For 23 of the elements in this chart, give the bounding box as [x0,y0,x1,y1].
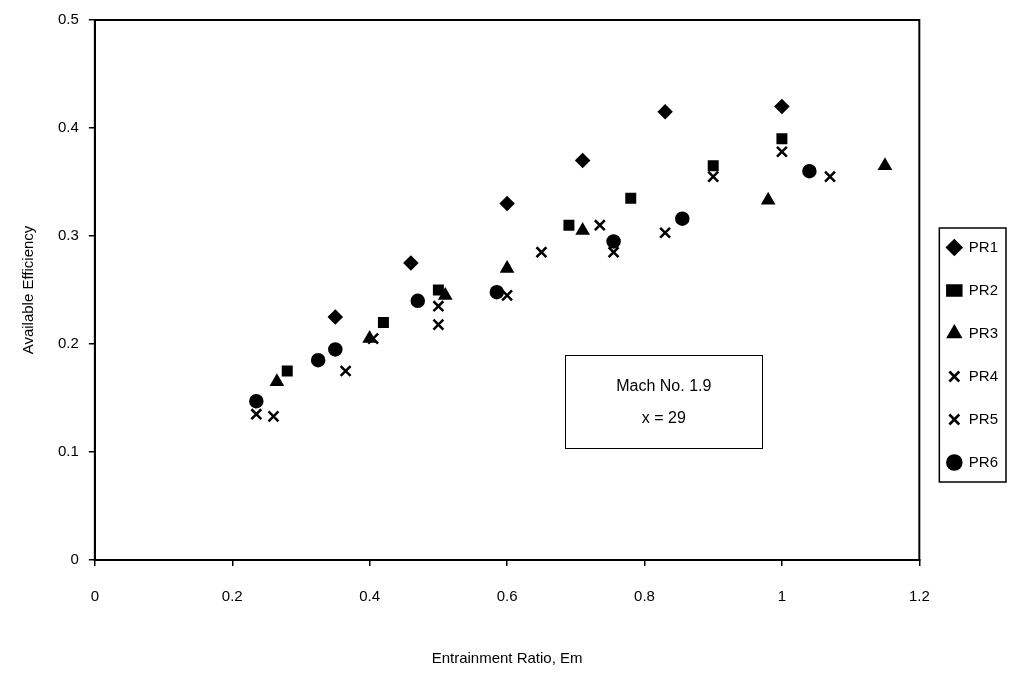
annotation: x = 29 [640,407,687,428]
y-tick-label: 0.2 [57,334,79,352]
x-tick-label: 0.4 [359,587,381,605]
y-tick-label: 0.1 [57,442,79,460]
x-tick-label: 0.6 [496,587,518,605]
x-tick-label: 0.2 [221,587,243,605]
annotation: Mach No. 1.9 [615,375,713,396]
legend-label: PR3 [968,323,999,341]
y-axis-title: Available Efficiency [19,225,37,355]
legend-label: PR6 [968,452,999,470]
y-tick-label: 0.4 [57,118,79,136]
x-tick-label: 1.2 [908,587,930,605]
legend-label: PR5 [968,409,999,427]
y-tick-label: 0 [70,550,79,568]
y-tick-label: 0.5 [57,10,79,28]
legend-label: PR1 [968,237,999,255]
legend-label: PR2 [968,280,999,298]
x-tick-label: 0.8 [634,587,655,605]
legend-label: PR4 [968,366,999,384]
x-axis-title: Entrainment Ratio, Em [431,649,583,667]
y-tick-label: 0.3 [57,226,79,244]
x-tick-label: 0 [90,587,100,605]
x-tick-label: 1 [777,587,787,605]
